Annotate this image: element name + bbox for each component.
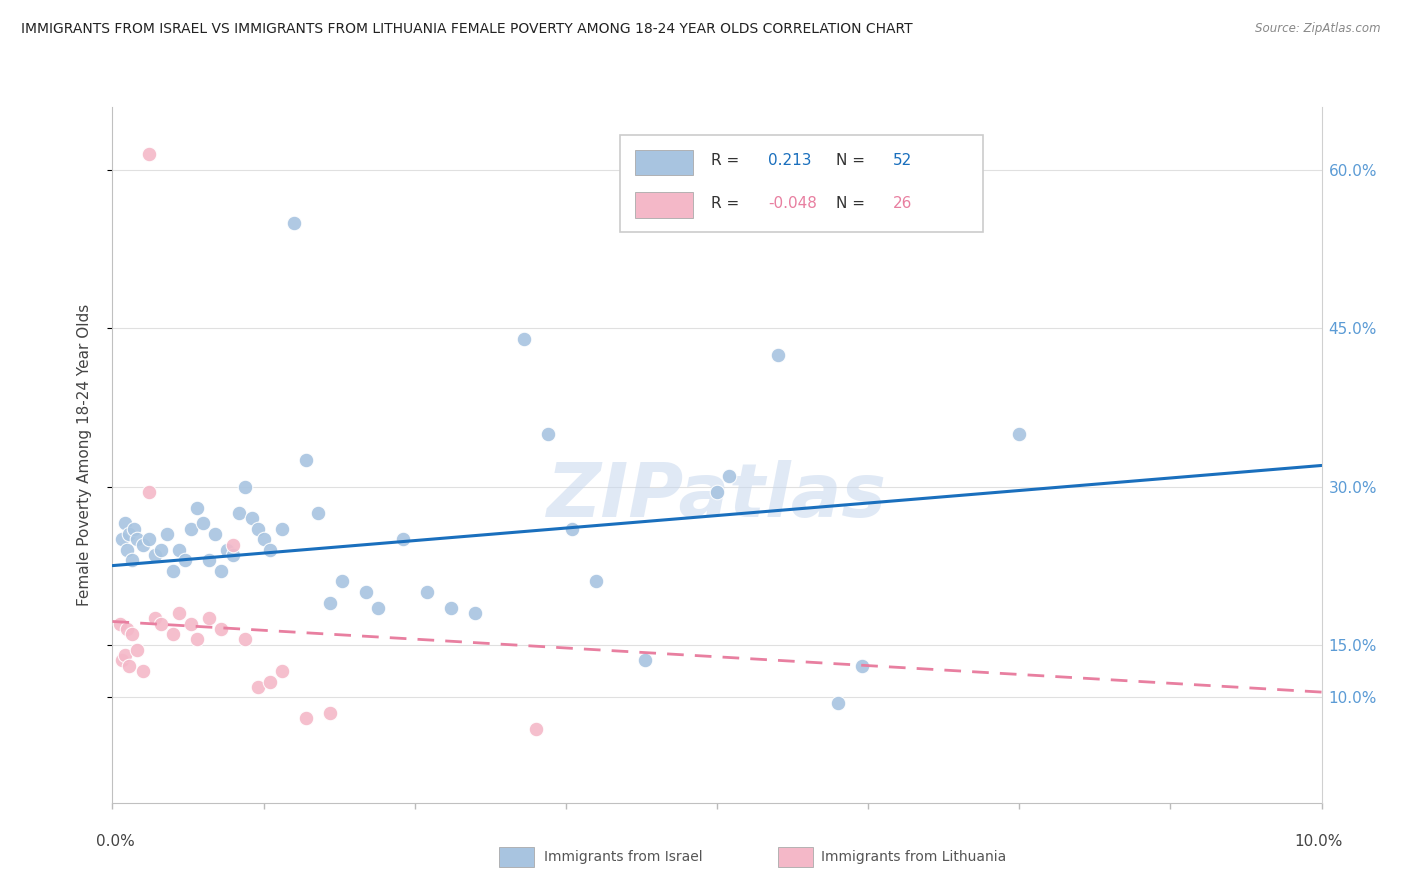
Point	[125, 643, 148, 657]
Point	[1008, 426, 1031, 441]
Text: R =: R =	[711, 153, 740, 169]
Point	[111, 653, 134, 667]
Point	[132, 664, 155, 678]
Point	[121, 627, 143, 641]
Text: 26: 26	[893, 196, 911, 211]
Point	[198, 611, 221, 625]
Point	[143, 611, 166, 625]
Point	[222, 548, 245, 562]
Y-axis label: Female Poverty Among 18-24 Year Olds: Female Poverty Among 18-24 Year Olds	[77, 304, 91, 606]
Text: -0.048: -0.048	[768, 196, 817, 211]
Point	[118, 658, 141, 673]
Point	[198, 553, 221, 567]
Point	[512, 332, 534, 346]
Point	[246, 522, 269, 536]
Text: Source: ZipAtlas.com: Source: ZipAtlas.com	[1256, 22, 1381, 36]
Point	[108, 616, 131, 631]
Point	[115, 542, 138, 557]
Point	[143, 548, 166, 562]
Point	[356, 585, 378, 599]
Point	[186, 500, 208, 515]
Point	[125, 533, 148, 547]
Text: IMMIGRANTS FROM ISRAEL VS IMMIGRANTS FROM LITHUANIA FEMALE POVERTY AMONG 18-24 Y: IMMIGRANTS FROM ISRAEL VS IMMIGRANTS FRO…	[21, 22, 912, 37]
Point	[307, 506, 329, 520]
Point	[633, 653, 655, 667]
Point	[537, 426, 560, 441]
Point	[851, 658, 873, 673]
Point	[118, 527, 141, 541]
Point	[191, 516, 215, 531]
Point	[162, 627, 184, 641]
Point	[156, 527, 179, 541]
Point	[174, 553, 197, 567]
Point	[228, 506, 250, 520]
Point	[270, 664, 292, 678]
Point	[132, 537, 155, 551]
Point	[222, 537, 245, 551]
Point	[180, 616, 202, 631]
Point	[391, 533, 413, 547]
Point	[180, 522, 202, 536]
Point	[416, 585, 439, 599]
Point	[167, 542, 190, 557]
Point	[122, 522, 145, 536]
Point	[319, 706, 342, 721]
Text: N =: N =	[835, 196, 865, 211]
Point	[827, 696, 849, 710]
Point	[718, 469, 741, 483]
Point	[246, 680, 269, 694]
Point	[235, 632, 257, 647]
Bar	[636, 193, 693, 218]
Text: Immigrants from Lithuania: Immigrants from Lithuania	[821, 850, 1007, 864]
Bar	[636, 150, 693, 175]
Point	[240, 511, 263, 525]
Point	[138, 533, 160, 547]
Point	[464, 606, 486, 620]
Point	[149, 542, 172, 557]
Point	[209, 564, 232, 578]
Text: 0.213: 0.213	[768, 153, 811, 169]
FancyBboxPatch shape	[620, 135, 983, 232]
Point	[235, 479, 257, 493]
Point	[138, 147, 160, 161]
Text: 10.0%: 10.0%	[1295, 834, 1343, 849]
Point	[209, 622, 232, 636]
Point	[138, 484, 160, 499]
Point	[162, 564, 184, 578]
Point	[186, 632, 208, 647]
Text: ZIPatlas: ZIPatlas	[547, 460, 887, 533]
Point	[585, 574, 607, 589]
Point	[111, 533, 134, 547]
Point	[295, 453, 318, 467]
Point	[259, 674, 281, 689]
Point	[706, 484, 728, 499]
Point	[259, 542, 281, 557]
Point	[121, 553, 143, 567]
Point	[270, 522, 292, 536]
Point	[204, 527, 226, 541]
Point	[149, 616, 172, 631]
Point	[367, 600, 389, 615]
Point	[524, 722, 547, 736]
Text: N =: N =	[835, 153, 865, 169]
Point	[283, 216, 305, 230]
Point	[217, 542, 239, 557]
Text: Immigrants from Israel: Immigrants from Israel	[544, 850, 703, 864]
Point	[330, 574, 353, 589]
Text: 52: 52	[893, 153, 911, 169]
Point	[561, 522, 583, 536]
Point	[319, 595, 342, 609]
Point	[440, 600, 463, 615]
Point	[114, 516, 136, 531]
Point	[115, 622, 138, 636]
Point	[114, 648, 136, 663]
Point	[766, 348, 789, 362]
Text: 0.0%: 0.0%	[96, 834, 135, 849]
Point	[167, 606, 190, 620]
Text: R =: R =	[711, 196, 740, 211]
Point	[295, 711, 318, 725]
Point	[253, 533, 276, 547]
